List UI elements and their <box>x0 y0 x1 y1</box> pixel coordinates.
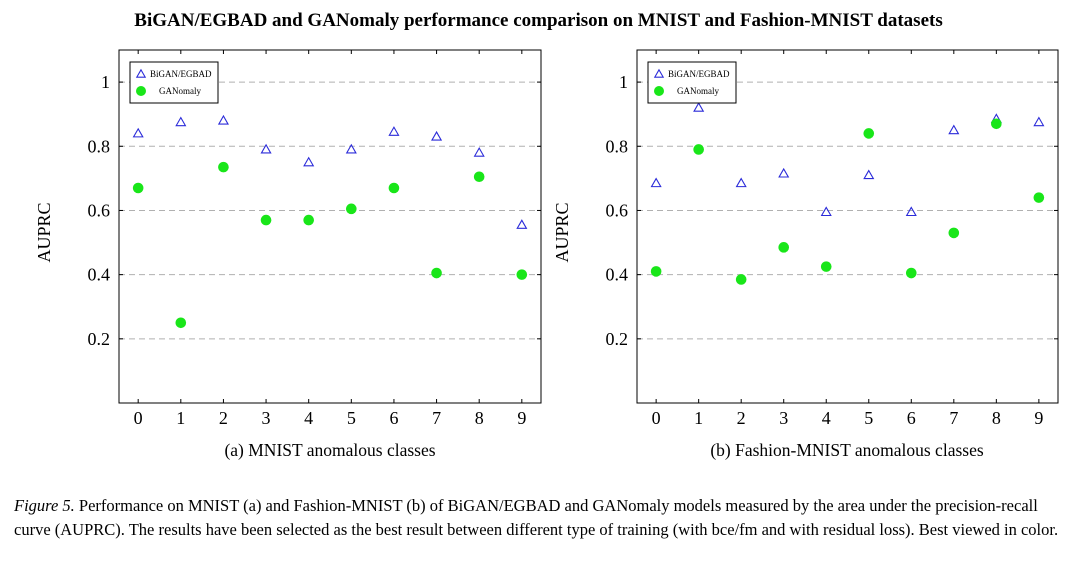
legend-label-ganomaly: GANomaly <box>159 86 201 96</box>
ganomaly-point <box>175 317 187 329</box>
ganomaly-point <box>863 128 875 139</box>
legend-label-bigan: BiGAN/EGBAD <box>668 69 730 79</box>
x-tick-label: 8 <box>475 408 484 428</box>
bigan-point <box>132 127 144 138</box>
bigan-point <box>175 116 187 127</box>
bigan-point <box>473 146 485 157</box>
chart-panel-a: 0.2 0.4 0.6 0.8 1 0 1 2 3 4 5 6 7 8 9 AUPRC (a) MNIST an… <box>34 49 542 460</box>
ganomaly-point <box>905 267 917 279</box>
legend-ganomaly-marker <box>136 86 146 96</box>
bigan-point <box>905 206 917 217</box>
bigan-point <box>863 169 875 180</box>
x-tick-label: 9 <box>517 408 526 428</box>
ganomaly-point <box>346 203 357 215</box>
ganomaly-point <box>693 144 704 155</box>
ganomaly-point <box>650 266 662 277</box>
bigan-point <box>516 219 528 229</box>
ganomaly-point <box>132 182 144 194</box>
x-tick-label: 6 <box>389 408 398 428</box>
ganomaly-point <box>218 161 229 173</box>
bigan-point <box>345 143 357 154</box>
ganomaly-point <box>473 171 485 183</box>
x-tick-label: 4 <box>822 408 831 428</box>
x-tick-label: 1 <box>176 408 185 428</box>
x-tick-label: 5 <box>347 408 356 428</box>
ganomaly-point <box>260 214 272 226</box>
x-tick-label: 3 <box>779 408 788 428</box>
legend-label-ganomaly: GANomaly <box>677 86 719 96</box>
ganomaly-point <box>516 269 528 280</box>
y-tick-label: 0.2 <box>606 329 629 349</box>
bigan-point <box>260 143 272 154</box>
figure-title: BiGAN/EGBAD and GANomaly performance com… <box>134 10 943 31</box>
caption-text: Performance on MNIST (a) and Fashion-MNI… <box>14 496 1059 539</box>
ganomaly-point <box>431 267 442 279</box>
bigan-point <box>778 167 790 178</box>
bigan-point <box>431 130 443 141</box>
ganomaly-point <box>735 274 747 285</box>
x-tick-label: 2 <box>219 408 228 428</box>
x-tick-label: 7 <box>432 408 441 428</box>
charts-svg: 0.2 0.4 0.6 0.8 1 0 1 2 3 4 5 6 7 8 9 AUPRC (a) MNIST an… <box>34 49 1059 460</box>
legend-ganomaly-marker <box>654 86 664 96</box>
ganomaly-point <box>948 227 960 239</box>
plot-frame <box>636 49 1059 404</box>
x-tick-label: 8 <box>992 408 1001 428</box>
ganomaly-point <box>820 261 832 272</box>
x-tick-label: 3 <box>262 408 271 428</box>
x-tick-label: 9 <box>1034 408 1043 428</box>
bigan-point <box>217 114 229 125</box>
y-tick-label: 1 <box>619 72 628 92</box>
x-tick-label: 1 <box>694 408 703 428</box>
bigan-point <box>948 124 960 135</box>
bigan-point <box>693 102 705 112</box>
chart-subtitle: (b) Fashion-MNIST anomalous classes <box>710 440 984 460</box>
x-tick-label: 0 <box>134 408 143 428</box>
x-tick-label: 6 <box>907 408 916 428</box>
ganomaly-point <box>388 182 400 194</box>
chart-subtitle: (a) MNIST anomalous classes <box>224 440 435 460</box>
y-tick-label: 0.4 <box>88 265 111 285</box>
bigan-point <box>303 156 315 167</box>
ganomaly-point <box>303 214 314 226</box>
bigan-point <box>735 177 747 188</box>
x-tick-label: 7 <box>949 408 958 428</box>
bigan-point <box>820 206 832 217</box>
y-tick-label: 1 <box>101 72 110 92</box>
legend-bigan-marker <box>135 68 147 78</box>
x-tick-label: 5 <box>864 408 873 428</box>
y-tick-label: 0.2 <box>88 329 111 349</box>
figure-caption: Figure 5. Performance on MNIST (a) and F… <box>14 494 1064 542</box>
plot-frame <box>118 49 542 404</box>
caption-label: Figure 5. <box>14 496 75 515</box>
y-tick-label: 0.8 <box>606 136 629 156</box>
legend-label-bigan: BiGAN/EGBAD <box>150 69 212 79</box>
y-axis-label: AUPRC <box>552 202 572 262</box>
x-tick-label: 4 <box>304 408 313 428</box>
ganomaly-point <box>991 118 1002 130</box>
y-tick-label: 0.8 <box>88 136 111 156</box>
legend-box <box>129 61 219 104</box>
legend-box <box>647 61 737 104</box>
bigan-point <box>1033 116 1045 127</box>
bigan-point <box>650 177 662 188</box>
x-tick-label: 2 <box>737 408 746 428</box>
ganomaly-point <box>778 242 790 253</box>
y-axis-label: AUPRC <box>34 202 54 262</box>
y-tick-label: 0.6 <box>606 200 629 220</box>
bigan-point <box>388 126 400 136</box>
y-tick-label: 0.6 <box>88 200 111 220</box>
ganomaly-point <box>1033 192 1045 203</box>
y-tick-label: 0.4 <box>606 265 629 285</box>
chart-panel-b: 0.2 0.4 0.6 0.8 1 0 1 2 3 4 5 6 7 8 9 AUPRC (b) Fashion-… <box>552 49 1059 460</box>
x-tick-label: 0 <box>652 408 661 428</box>
legend-bigan-marker <box>653 68 665 78</box>
